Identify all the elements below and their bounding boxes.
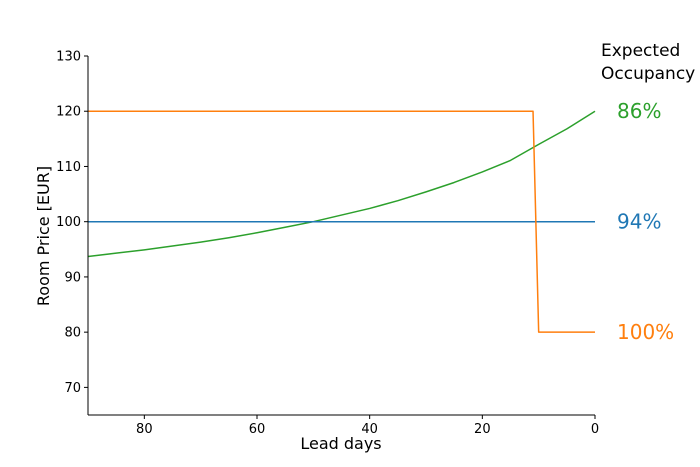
legend-title-line-1: Expected	[601, 41, 680, 61]
x-axis-label: Lead days	[300, 434, 381, 453]
x-tick-label: 20	[474, 422, 491, 437]
x-tick-label: 60	[249, 422, 266, 437]
series-label-2: 100%	[617, 320, 674, 344]
y-tick-label: 70	[64, 381, 81, 396]
series-label-0: 86%	[617, 99, 661, 123]
x-tick-label: 40	[361, 422, 378, 437]
ticks: 70 80 90 100 110 120 130 80 60 40 20 0	[56, 50, 599, 438]
y-tick-label: 90	[64, 270, 81, 285]
x-tick-label: 80	[136, 422, 153, 437]
legend-title-line-2: Occupancy	[601, 64, 695, 84]
x-tick-label: 0	[591, 422, 599, 437]
series-label-1: 94%	[617, 210, 661, 234]
y-axis-label: Room Price [EUR]	[34, 166, 53, 306]
y-tick-label: 80	[64, 326, 81, 341]
plot-lines	[87, 110, 596, 333]
series-line-2	[88, 110, 595, 333]
y-tick-label: 130	[56, 50, 81, 65]
y-tick-label: 120	[56, 105, 81, 120]
axes	[87, 56, 595, 416]
series-line-0	[87, 110, 596, 258]
y-tick-label: 110	[56, 160, 81, 175]
series-labels: 86% 94% 100%	[617, 99, 674, 344]
y-tick-label: 100	[56, 215, 81, 230]
